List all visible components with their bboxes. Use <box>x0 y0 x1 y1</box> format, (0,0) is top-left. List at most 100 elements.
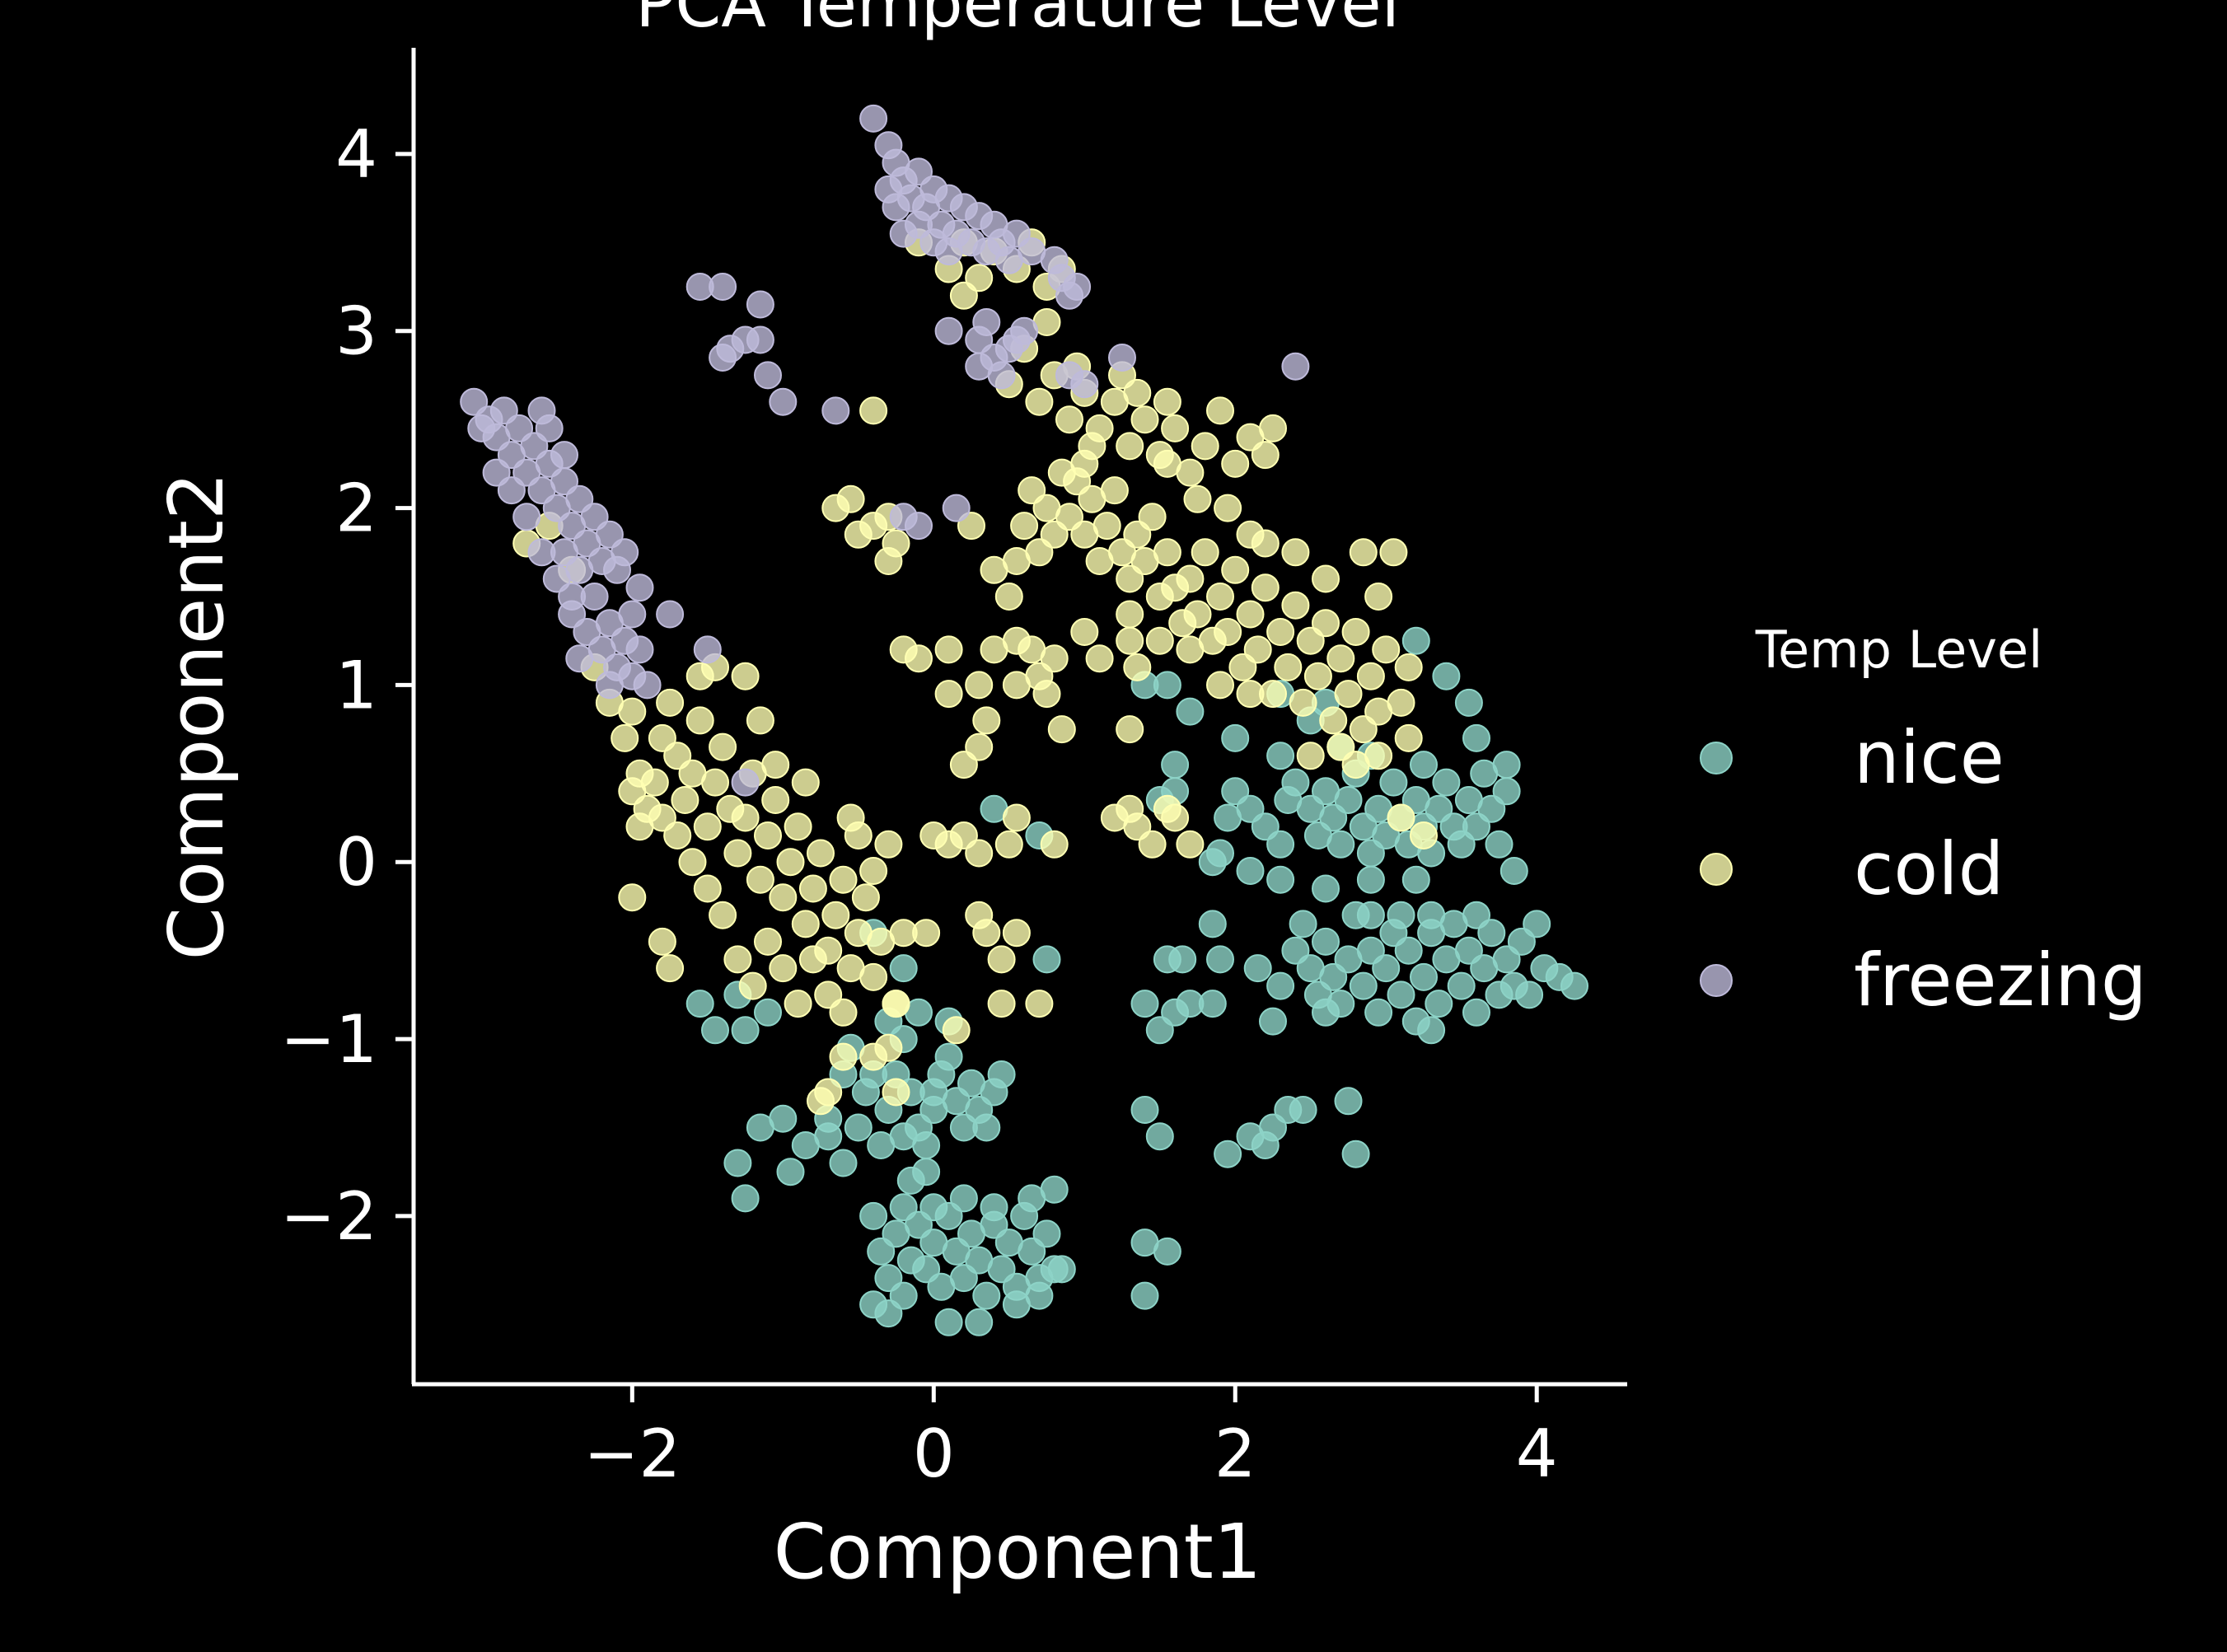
data-point-nice <box>1145 1122 1174 1151</box>
data-point-nice <box>1214 1140 1242 1168</box>
data-point-nice <box>1130 1281 1159 1310</box>
data-point-cold <box>972 919 1001 948</box>
series-freezing <box>460 104 1310 797</box>
data-point-freezing <box>769 387 798 416</box>
data-point-nice <box>1401 626 1430 655</box>
data-point-nice <box>1356 865 1385 894</box>
data-point-nice <box>1032 1219 1061 1248</box>
y-tick-label: 3 <box>335 293 377 370</box>
data-point-cold <box>1010 512 1039 541</box>
legend-label-nice: nice <box>1854 715 2005 800</box>
data-point-nice <box>1417 901 1446 929</box>
data-point-cold <box>1191 432 1219 461</box>
data-point-cold <box>1092 512 1121 541</box>
data-point-cold <box>1002 919 1031 948</box>
data-point-cold <box>1002 626 1031 655</box>
data-point-cold <box>1153 387 1181 416</box>
data-point-cold <box>693 874 722 903</box>
data-point-nice <box>1387 901 1415 929</box>
data-point-nice <box>1515 980 1544 1009</box>
data-point-freezing <box>625 635 654 664</box>
data-point-nice <box>1236 857 1265 885</box>
data-point-nice <box>1462 723 1490 752</box>
data-point-nice <box>829 1149 858 1177</box>
data-point-nice <box>1198 910 1227 938</box>
data-point-nice <box>1379 768 1408 797</box>
data-point-cold <box>1138 503 1167 531</box>
data-point-nice <box>1334 786 1363 814</box>
legend-marker-freezing <box>1700 964 1733 997</box>
data-point-cold <box>776 848 805 877</box>
data-point-cold <box>965 839 994 868</box>
legend-label-cold: cold <box>1854 826 2005 911</box>
data-point-cold <box>1116 626 1144 655</box>
data-point-cold <box>1040 830 1069 859</box>
data-point-cold <box>1085 644 1114 673</box>
data-point-cold <box>784 990 812 1018</box>
data-point-cold <box>844 821 873 849</box>
data-point-cold <box>723 945 752 974</box>
data-point-nice <box>919 1078 948 1107</box>
data-point-nice <box>814 1122 843 1151</box>
data-point-cold <box>859 1042 888 1071</box>
data-point-nice <box>1462 901 1490 929</box>
data-point-cold <box>754 927 782 956</box>
data-point-cold <box>1161 414 1190 442</box>
data-point-nice <box>1025 1281 1054 1310</box>
data-point-nice <box>896 1166 925 1195</box>
data-point-nice <box>723 1149 752 1177</box>
data-point-nice <box>965 1308 994 1336</box>
data-point-cold <box>1183 484 1212 513</box>
data-point-cold <box>1100 476 1129 505</box>
data-point-cold <box>1379 538 1408 567</box>
data-point-nice <box>1387 980 1415 1009</box>
legend-label-freezing: freezing <box>1854 938 2147 1023</box>
data-point-cold <box>821 901 850 929</box>
data-point-cold <box>1259 414 1287 442</box>
data-point-nice <box>701 1016 729 1045</box>
data-point-cold <box>685 706 714 735</box>
data-point-cold <box>1138 830 1167 859</box>
data-point-freezing <box>693 635 722 664</box>
data-point-cold <box>829 998 858 1027</box>
data-point-cold <box>701 768 729 797</box>
data-point-nice <box>1281 768 1310 797</box>
data-point-cold <box>1153 538 1181 567</box>
data-point-freezing <box>709 344 737 372</box>
data-point-cold <box>1176 564 1205 593</box>
data-point-nice <box>1560 971 1588 1000</box>
data-point-cold <box>1032 680 1061 709</box>
data-point-cold <box>1123 653 1152 681</box>
data-point-cold <box>1326 644 1355 673</box>
data-point-cold <box>987 945 1016 974</box>
data-point-nice <box>1432 768 1461 797</box>
data-point-cold <box>618 777 647 806</box>
data-point-freezing <box>731 768 760 797</box>
data-point-cold <box>994 830 1023 859</box>
data-point-cold <box>769 954 798 983</box>
data-point-nice <box>1401 865 1430 894</box>
legend: Temp Level nice cold freezing <box>1700 620 2147 1023</box>
data-point-nice <box>1410 751 1438 779</box>
data-point-cold <box>807 839 835 868</box>
data-point-nice <box>1425 990 1453 1018</box>
data-point-cold <box>791 910 820 938</box>
data-point-cold <box>1116 600 1144 629</box>
data-point-nice <box>972 1281 1001 1310</box>
data-point-cold <box>1078 432 1106 461</box>
data-point-cold <box>656 688 685 717</box>
data-point-cold <box>1206 671 1234 700</box>
data-point-cold <box>798 945 827 974</box>
data-point-cold <box>965 671 994 700</box>
data-point-nice <box>1130 990 1159 1018</box>
data-point-cold <box>882 1078 910 1107</box>
data-point-cold <box>807 1087 835 1116</box>
data-point-nice <box>1266 830 1295 859</box>
data-point-nice <box>1266 971 1295 1000</box>
data-point-cold <box>934 680 963 709</box>
data-point-cold <box>934 635 963 664</box>
data-point-freezing <box>1108 344 1136 372</box>
data-point-cold <box>1394 653 1423 681</box>
data-point-cold <box>1176 458 1205 487</box>
